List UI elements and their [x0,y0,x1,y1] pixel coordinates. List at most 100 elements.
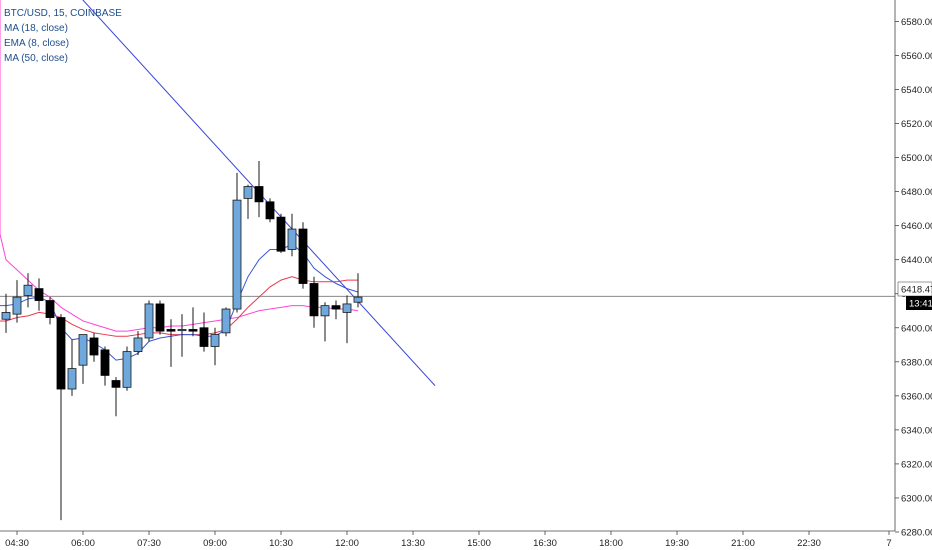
candle-body [56,317,66,390]
candle-body [89,337,99,356]
candle[interactable] [23,273,33,308]
candle-body [265,201,275,220]
candle[interactable] [342,295,352,344]
candle-body [243,186,253,199]
candle[interactable] [67,339,77,396]
symbol-title: BTC/USD, 15, COINBASE [4,8,122,19]
candle[interactable] [100,346,110,386]
plot-area [0,0,895,521]
candle-body [67,368,77,390]
candle[interactable] [331,300,341,320]
x-tick-label: 10:30 [269,538,293,549]
candle[interactable] [122,346,132,391]
candle[interactable] [89,332,99,362]
candle[interactable] [188,307,198,337]
candle[interactable] [243,184,253,219]
candle[interactable] [221,307,231,337]
y-tick-label: 6340.00 [901,425,932,436]
candle-body [23,284,33,296]
candle-body [320,305,330,317]
y-tick-label: 6280.00 [901,527,932,538]
candle[interactable] [177,314,187,357]
candle[interactable] [133,331,143,355]
y-tick-label: 6300.00 [901,493,932,504]
indicator-ema8-label: EMA (8, close) [4,38,69,49]
candle[interactable] [166,319,176,367]
candle[interactable] [232,172,242,313]
candle-body [353,296,363,303]
candle[interactable] [78,334,88,384]
x-tick-label: 15:00 [467,538,491,549]
y-tick-label: 6520.00 [901,119,932,130]
y-tick-label: 6400.00 [901,323,932,334]
candle-body [298,228,308,284]
candle[interactable] [254,160,264,218]
x-tick-label: 06:00 [71,538,95,549]
candle-body [45,300,55,318]
candle[interactable] [210,327,220,366]
candle-body [221,308,231,334]
candle[interactable] [320,302,330,342]
candle[interactable] [45,297,55,325]
ema8-line [0,243,359,361]
candle-body [100,349,110,376]
x-tick-label: 19:30 [665,538,689,549]
candle-body [309,283,319,317]
x-tick-label: 16:30 [533,538,557,549]
y-tick-label: 6480.00 [901,187,932,198]
candle[interactable] [265,198,275,223]
candle-body [287,228,297,250]
candle[interactable] [12,280,22,323]
x-axis[interactable]: 04:30 06:00 07:30 09:00 10:30 12:00 13:30 15:00… [0,530,895,549]
candle-body [331,305,341,310]
x-tick-label: 07:30 [137,538,161,549]
candle-body [166,329,176,332]
candle-body [155,303,165,332]
x-tick-label: 09:00 [203,538,227,549]
y-tick-label: 6560.00 [901,51,932,62]
last-price-label: 6418.47 [901,285,932,296]
y-axis[interactable]: 6580.00 6560.00 6540.00 6520.00 6500.00 6480.… [894,0,932,538]
candle[interactable] [144,300,154,342]
candle[interactable] [287,213,297,257]
y-tick-label: 6460.00 [901,221,932,232]
candle-body [144,303,154,339]
candle[interactable] [34,278,44,311]
candle[interactable] [56,314,66,521]
ma50-line [0,0,359,332]
candle-body [188,329,198,332]
candle[interactable] [276,213,286,253]
candle[interactable] [1,293,11,333]
candle-body [342,303,352,313]
x-tick-label: 18:00 [599,538,623,549]
candle[interactable] [111,377,121,417]
indicator-ma50-label: MA (50, close) [4,53,68,64]
x-tick-label: 12:00 [335,538,359,549]
candle-body [1,312,11,320]
candle[interactable] [199,312,209,352]
trendline[interactable] [17,0,436,386]
candle-body [34,288,44,301]
y-tick-label: 6500.00 [901,153,932,164]
x-tick-label: 04:30 [5,538,29,549]
candle-body [254,186,264,203]
candle-body [111,380,121,388]
candle-body [133,337,143,352]
candle[interactable] [309,276,319,328]
y-tick-label: 6380.00 [901,357,932,368]
price-labels: 6418.47 13:41 [897,281,932,310]
x-tick-label: 13:30 [401,538,425,549]
countdown-box [906,296,932,310]
candle-body [78,334,88,366]
candle[interactable] [155,300,165,335]
legend: BTC/USD, 15, COINBASE MA (18, close) EMA… [4,8,122,64]
y-tick-label: 6440.00 [901,255,932,266]
y-tick-label: 6320.00 [901,459,932,470]
x-tick-label: 21:00 [731,538,755,549]
candle[interactable] [353,273,363,308]
countdown-label: 13:41 [909,299,932,310]
candle[interactable] [298,222,308,289]
candle-body [210,334,220,347]
y-tick-label: 6540.00 [901,85,932,96]
y-tick-label: 6580.00 [901,17,932,28]
